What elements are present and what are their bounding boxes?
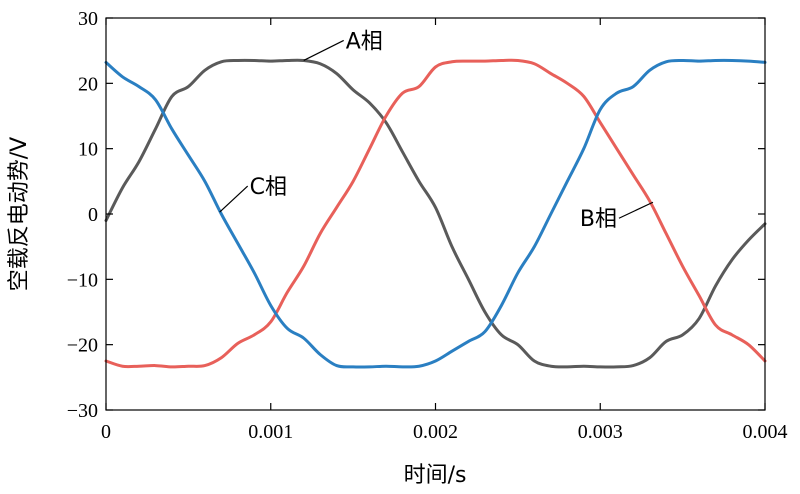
x-tick-label: 0.001: [248, 421, 293, 443]
axis-ticks: 0 0.001 0.002 0.003 0.004 30 20 10 0 −10 −20 −30: [67, 8, 788, 443]
plot-lines: [104, 58, 767, 369]
annotation-leader: [219, 185, 249, 213]
y-tick-label: −20: [67, 335, 98, 357]
annotation-label: B相: [580, 207, 617, 232]
plot-frame: [105, 17, 766, 411]
annotation-leader: [618, 201, 654, 219]
annotation-label: A相: [346, 29, 383, 54]
x-tick-label: 0.002: [413, 421, 458, 443]
y-tick-label: 10: [78, 139, 98, 161]
y-tick-label: 30: [78, 8, 98, 30]
y-tick-label: 20: [78, 73, 98, 95]
annotations: A相 C相 B相: [219, 29, 654, 232]
series-line-b: [104, 58, 767, 369]
y-axis-title: 空载反电动势/V: [7, 137, 32, 291]
y-tick-label: 0: [88, 204, 98, 226]
x-tick-label: 0: [101, 421, 111, 443]
annotation-label: C相: [250, 175, 287, 200]
annotation-leader: [303, 39, 344, 62]
y-tick-label: −30: [67, 400, 98, 422]
series-line-c: [104, 58, 767, 369]
y-tick-label: −10: [67, 269, 98, 291]
x-tick-label: 0.003: [578, 421, 623, 443]
series-line-a: [104, 58, 767, 369]
x-axis-title: 时间/s: [404, 463, 467, 488]
x-tick-label: 0.004: [743, 421, 788, 443]
